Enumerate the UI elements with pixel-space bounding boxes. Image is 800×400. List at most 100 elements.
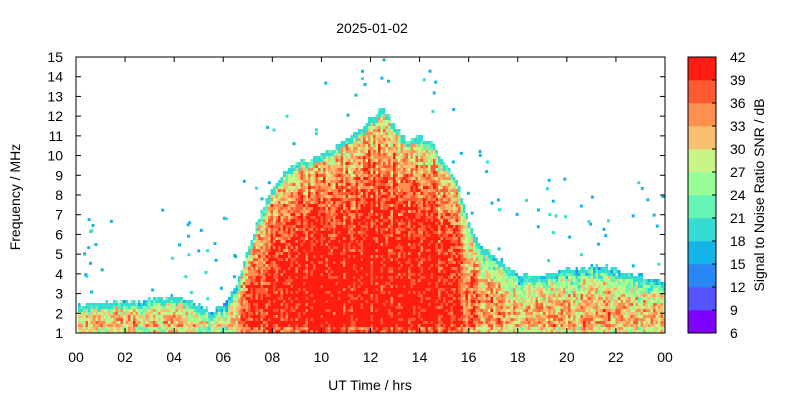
heatmap-cell: [360, 147, 363, 150]
heatmap-cell: [348, 201, 351, 204]
heatmap-cell: [388, 144, 391, 147]
heatmap-cell: [325, 228, 328, 231]
heatmap-cell: [335, 210, 338, 213]
heatmap-cell: [383, 171, 386, 174]
heatmap-cell: [260, 210, 263, 213]
heatmap-cell: [270, 264, 273, 267]
heatmap-cell: [368, 120, 371, 123]
heatmap-cell: [315, 324, 318, 327]
heatmap-cell: [388, 288, 391, 291]
heatmap-cell: [288, 210, 291, 213]
heatmap-cell: [368, 132, 371, 135]
heatmap-cell: [305, 162, 308, 165]
heatmap-cell: [318, 267, 321, 270]
heatmap-cell: [240, 327, 243, 330]
heatmap-cell: [285, 315, 288, 318]
heatmap-cell: [245, 297, 248, 300]
heatmap-cell: [385, 180, 388, 183]
heatmap-cell: [293, 318, 296, 321]
heatmap-cell: [400, 297, 403, 300]
heatmap-cell: [293, 321, 296, 324]
heatmap-cell: [323, 300, 326, 303]
heatmap-cell: [233, 306, 236, 309]
heatmap-cell: [113, 321, 116, 324]
heatmap-cell: [323, 198, 326, 201]
heatmap-cell: [133, 300, 136, 303]
heatmap-cell: [240, 315, 243, 318]
heatmap-cell: [225, 312, 228, 315]
heatmap-cell: [285, 180, 288, 183]
heatmap-cell: [398, 153, 401, 156]
heatmap-cell: [280, 243, 283, 246]
heatmap-cell: [410, 210, 413, 213]
heatmap-cell: [238, 312, 241, 315]
heatmap-cell: [335, 171, 338, 174]
heatmap-cell: [358, 225, 361, 228]
heatmap-cell: [303, 288, 306, 291]
heatmap-cell: [333, 294, 336, 297]
heatmap-cell: [265, 330, 268, 333]
heatmap-cell: [263, 285, 266, 288]
heatmap-cell: [288, 183, 291, 186]
heatmap-cell: [250, 318, 253, 321]
heatmap-cell: [368, 144, 371, 147]
heatmap-cell: [385, 192, 388, 195]
heatmap-cell: [343, 312, 346, 315]
heatmap-cell: [350, 261, 353, 264]
heatmap-cell: [373, 186, 376, 189]
heatmap-cell: [360, 261, 363, 264]
heatmap-cell: [395, 138, 398, 141]
heatmap-cell: [315, 192, 318, 195]
heatmap-cell: [248, 303, 251, 306]
heatmap-cell: [270, 279, 273, 282]
heatmap-cell: [275, 297, 278, 300]
heatmap-cell: [415, 207, 418, 210]
heatmap-cell: [233, 330, 236, 333]
heatmap-cell: [350, 240, 353, 243]
heatmap-cell: [403, 243, 406, 246]
heatmap-cell: [273, 288, 276, 291]
heatmap-cell: [373, 171, 376, 174]
heatmap-cell: [305, 300, 308, 303]
heatmap-cell: [410, 222, 413, 225]
heatmap-cell: [390, 195, 393, 198]
heatmap-cell: [283, 267, 286, 270]
heatmap-cell: [388, 237, 391, 240]
heatmap-cell: [205, 318, 208, 321]
heatmap-cell: [298, 189, 301, 192]
heatmap-cell: [320, 237, 323, 240]
heatmap-cell: [295, 180, 298, 183]
heatmap-cell: [298, 201, 301, 204]
heatmap-cell: [283, 258, 286, 261]
heatmap-cell: [400, 150, 403, 153]
heatmap-cell: [338, 204, 341, 207]
heatmap-cell: [355, 168, 358, 171]
heatmap-cell: [340, 327, 343, 330]
heatmap-cell: [390, 159, 393, 162]
heatmap-cell: [353, 243, 356, 246]
heatmap-cell: [240, 294, 243, 297]
heatmap-cell: [85, 312, 88, 315]
heatmap-cell: [278, 216, 281, 219]
heatmap-cell: [118, 315, 121, 318]
heatmap-cell: [345, 327, 348, 330]
heatmap-cell: [298, 303, 301, 306]
heatmap-cell: [348, 162, 351, 165]
heatmap-cell: [325, 171, 328, 174]
heatmap-cell: [363, 174, 366, 177]
heatmap-cell: [420, 144, 423, 147]
heatmap-cell: [315, 159, 318, 162]
heatmap-cell: [350, 144, 353, 147]
heatmap-cell: [395, 180, 398, 183]
heatmap-cell: [345, 276, 348, 279]
heatmap-cell: [183, 315, 186, 318]
heatmap-cell: [135, 318, 138, 321]
heatmap-cell: [360, 234, 363, 237]
heatmap-cell: [385, 195, 388, 198]
heatmap-cell: [355, 246, 358, 249]
heatmap-cell: [405, 195, 408, 198]
heatmap-cell: [380, 117, 383, 120]
heatmap-cell: [353, 273, 356, 276]
heatmap-cell: [343, 276, 346, 279]
heatmap-cell: [420, 249, 423, 252]
